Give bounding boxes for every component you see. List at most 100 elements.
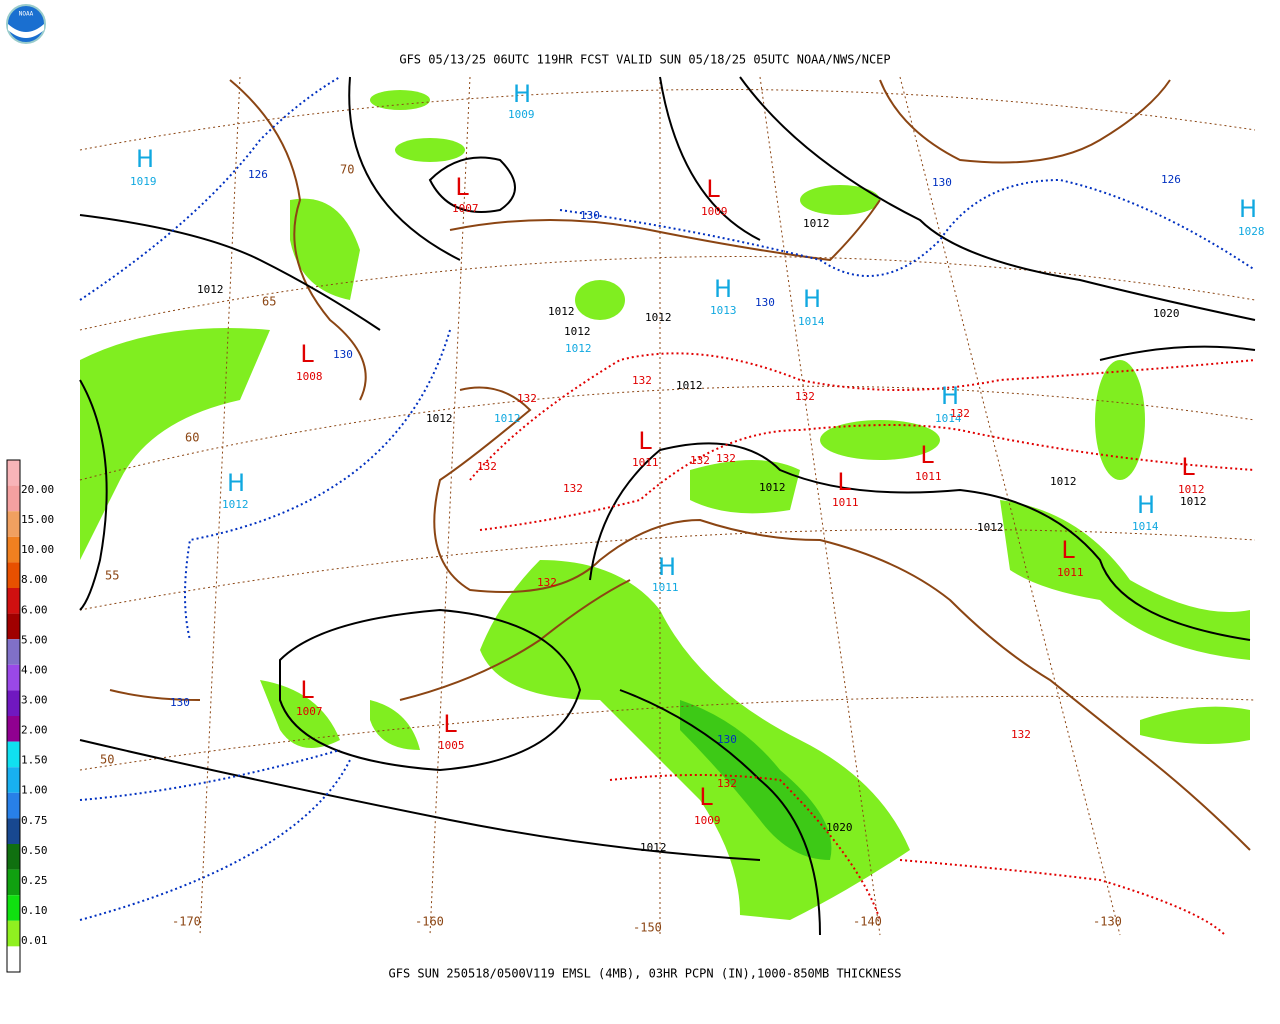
thickness-high xyxy=(469,352,1256,936)
center-pressure: 1011 xyxy=(1057,566,1084,579)
contour-label: 1012 xyxy=(803,217,830,230)
contour-label: 132 xyxy=(517,392,537,405)
title: GFS 05/13/25 06UTC 119HR FCST VALID SUN … xyxy=(399,53,890,67)
center-letter: L xyxy=(706,175,720,203)
legend-swatch xyxy=(7,485,20,512)
center-pressure: 1014 xyxy=(798,315,825,328)
legend-label: 4.00 xyxy=(21,663,48,676)
contour-label: 132 xyxy=(1011,728,1031,741)
contour-label: 1012 xyxy=(548,305,575,318)
legend-swatch xyxy=(7,562,20,588)
contour-label: 1012 xyxy=(1050,475,1077,488)
legend-label: 5.00 xyxy=(21,633,48,646)
center-pressure: 1011 xyxy=(652,581,679,594)
legend-swatch xyxy=(7,716,20,742)
center-pressure: 1005 xyxy=(438,739,465,752)
contour-label: 132 xyxy=(795,390,815,403)
contour-label: 1012 xyxy=(645,311,672,324)
center-letter: H xyxy=(227,469,245,497)
grid-label: -170 xyxy=(172,915,201,929)
center-letter: H xyxy=(136,145,154,173)
center-letter: H xyxy=(714,275,732,303)
coastline xyxy=(109,79,1251,851)
center-pressure: 1007 xyxy=(452,202,479,215)
center-letter: H xyxy=(1137,491,1155,519)
contour-label: 132 xyxy=(950,407,970,420)
center-letter: L xyxy=(300,676,314,704)
legend-label: 1.50 xyxy=(21,754,48,767)
center-pressure: 1009 xyxy=(694,814,721,827)
center-letter: H xyxy=(513,80,531,108)
legend-label: 0.25 xyxy=(21,874,48,887)
legend-swatch xyxy=(7,511,20,537)
legend-label: 20.00 xyxy=(21,483,54,496)
grid-label: 60 xyxy=(185,431,199,445)
center-letter: H xyxy=(941,382,959,410)
contour-label: 1012 xyxy=(426,412,453,425)
thickness-low xyxy=(79,76,1256,921)
legend-swatch xyxy=(7,946,20,972)
legend-swatch xyxy=(7,869,20,896)
contour-label: 130 xyxy=(580,209,600,222)
center-pressure: 1012 xyxy=(222,498,249,511)
legend-swatch xyxy=(7,639,20,665)
legend-label: 3.00 xyxy=(21,693,48,706)
logo-text: NOAA xyxy=(19,11,34,18)
center-pressure: 1009 xyxy=(508,108,535,121)
legend-label: 6.00 xyxy=(21,603,48,616)
legend: 20.00 15.00 10.00 8.00 6.00 5.00 4.00 3.00 2.00 1… xyxy=(6,459,54,973)
map xyxy=(79,76,1256,936)
grid-label: 65 xyxy=(262,295,276,309)
legend-swatch xyxy=(7,844,20,870)
grid-label: 50 xyxy=(100,753,114,767)
contour-label: 1012 xyxy=(197,283,224,296)
isobars xyxy=(79,76,1256,936)
legend-swatch xyxy=(7,895,20,921)
contour-label: 1012 xyxy=(759,481,786,494)
legend-label: 8.00 xyxy=(21,573,48,586)
center-letter: H xyxy=(658,553,676,581)
grid-label: 55 xyxy=(105,569,119,583)
grid-label: -140 xyxy=(853,915,882,929)
center-pressure: 1011 xyxy=(632,456,659,469)
grid-label: 70 xyxy=(340,163,354,177)
contour-label: 1012 xyxy=(564,325,591,338)
legend-swatch xyxy=(7,588,20,614)
legend-swatch xyxy=(7,741,20,768)
legend-swatch xyxy=(7,613,20,640)
legend-label: 2.00 xyxy=(21,724,48,737)
contour-label: 132 xyxy=(563,482,583,495)
center-pressure: 1013 xyxy=(710,304,737,317)
legend-label: 0.75 xyxy=(21,814,48,827)
contour-label: 130 xyxy=(333,348,353,361)
legend-swatch xyxy=(7,690,20,716)
legend-swatch xyxy=(7,818,20,844)
contour-label: 1012 xyxy=(640,841,667,854)
legend-swatch xyxy=(7,792,20,819)
contour-label: 1012 xyxy=(977,521,1004,534)
center-letter: L xyxy=(837,468,851,496)
contour-label: 132 xyxy=(716,452,736,465)
legend-swatch xyxy=(7,460,20,486)
center-pressure: 1014 xyxy=(1132,520,1159,533)
center-letter: L xyxy=(920,441,934,469)
contour-label: 130 xyxy=(717,733,737,746)
contour-label: 130 xyxy=(932,176,952,189)
contour-label: 1012 xyxy=(494,412,521,425)
contour-label: 1020 xyxy=(1153,307,1180,320)
center-pressure: 1011 xyxy=(832,496,859,509)
center-pressure: 1008 xyxy=(296,370,323,383)
contour-label: 132 xyxy=(632,374,652,387)
contour-label: 1012 xyxy=(1180,495,1207,508)
contour-label: 126 xyxy=(248,168,268,181)
center-letter: L xyxy=(443,710,457,738)
legend-swatch xyxy=(7,767,20,793)
logo: NOAA xyxy=(6,4,46,44)
center-pressure: 1011 xyxy=(915,470,942,483)
legend-label: 1.00 xyxy=(21,784,48,797)
contour-label: 1012 xyxy=(676,379,703,392)
contour-label: 1012 xyxy=(565,342,592,355)
center-pressure: 1007 xyxy=(296,705,323,718)
footer: GFS SUN 250518/0500V119 EMSL (4MB), 03HR… xyxy=(389,967,902,981)
